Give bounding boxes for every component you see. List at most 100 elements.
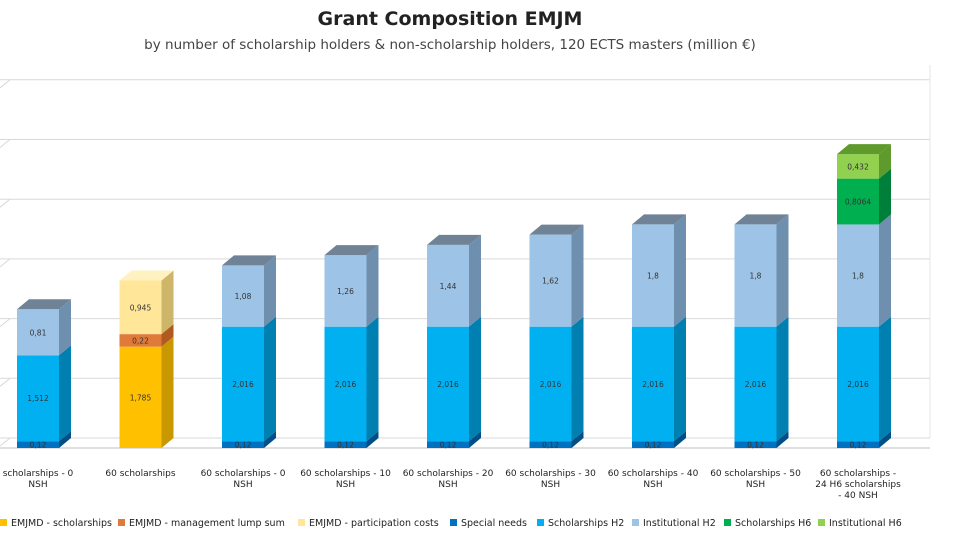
x-tick-label: NSH bbox=[746, 480, 765, 490]
x-tick-label: NSH bbox=[28, 480, 47, 490]
data-label: 0,432 bbox=[847, 162, 869, 171]
bar-segment-front bbox=[837, 224, 879, 327]
bar-segment-side bbox=[571, 431, 584, 448]
data-label: 2,016 bbox=[540, 380, 562, 389]
legend-entry: EMJMD - scholarships bbox=[11, 518, 112, 529]
bar-segment-side bbox=[469, 431, 481, 448]
bar-segment-side bbox=[366, 431, 379, 448]
bar-segment-front bbox=[837, 154, 879, 179]
bar-top-face bbox=[632, 214, 686, 225]
data-label: 1,512 bbox=[27, 394, 49, 403]
bar-segment-side bbox=[469, 316, 481, 442]
legend-entry: Special needs bbox=[461, 518, 527, 529]
bar-segment-side bbox=[264, 316, 276, 442]
bar-top-face bbox=[324, 245, 379, 256]
legend-swatch bbox=[450, 519, 457, 526]
bar-segment-side bbox=[879, 316, 891, 442]
bar-segment-side bbox=[59, 299, 71, 356]
bar-segment-front bbox=[324, 326, 367, 442]
bar-segment-side bbox=[879, 214, 891, 327]
bar-segment-front bbox=[837, 441, 879, 448]
bar-segment-side bbox=[674, 431, 686, 448]
gridline-depth bbox=[0, 318, 11, 327]
x-tick-label: 60 scholarships - 30 bbox=[505, 469, 596, 479]
chart-title: Grant Composition EMJM bbox=[317, 8, 583, 30]
bar-segment-front bbox=[427, 326, 469, 442]
legend-entry: Scholarships H6 bbox=[735, 518, 811, 529]
x-tick-label: NSH bbox=[438, 480, 457, 490]
data-label: 1,26 bbox=[337, 287, 354, 296]
x-tick-label: NSH bbox=[336, 480, 355, 490]
bar-segment-front bbox=[529, 326, 572, 442]
bar-segment-front bbox=[632, 441, 674, 448]
bar-segment-front bbox=[529, 441, 572, 448]
data-label: 0,12 bbox=[747, 441, 764, 450]
bar-segment-front bbox=[427, 244, 469, 327]
legend-swatch bbox=[724, 519, 731, 526]
bar-top-face bbox=[17, 299, 71, 310]
bar-segment-front bbox=[427, 441, 469, 448]
data-label: 0,945 bbox=[130, 303, 152, 312]
legend-swatch bbox=[537, 519, 544, 526]
data-label: 0,12 bbox=[440, 441, 457, 450]
x-tick-label: 60 scholarships - bbox=[820, 469, 896, 479]
bar-segment-side bbox=[366, 245, 379, 327]
bar-segment-side bbox=[776, 431, 789, 448]
bar-segment-side bbox=[366, 316, 379, 442]
bar-segment-side bbox=[879, 431, 891, 448]
x-tick-label: 60 scholarships bbox=[105, 469, 175, 479]
bar-segment-front bbox=[222, 441, 264, 448]
bar-segment-front bbox=[632, 326, 674, 442]
bar-segment-front bbox=[222, 265, 264, 327]
data-label: 2,016 bbox=[642, 380, 664, 389]
bar-segment-front bbox=[17, 355, 59, 442]
data-label: 1,08 bbox=[235, 292, 252, 301]
bar-segment-front bbox=[324, 255, 367, 327]
data-label: 0,12 bbox=[30, 441, 47, 450]
x-tick-label: 60 scholarships - 0 bbox=[201, 469, 286, 479]
bar-top-face bbox=[529, 224, 584, 235]
data-label: 1,785 bbox=[130, 393, 152, 402]
gridline-depth bbox=[0, 437, 11, 447]
data-label: 0,8064 bbox=[845, 198, 871, 207]
legend-entry: EMJMD - management lump sum bbox=[129, 518, 285, 529]
bar-segment-side bbox=[571, 316, 584, 442]
bar-top-face bbox=[222, 255, 276, 266]
bar-segment-side bbox=[776, 214, 789, 327]
gridline-depth bbox=[0, 139, 11, 148]
x-tick-label: NSH bbox=[643, 480, 662, 490]
x-tick-label: NSH bbox=[541, 480, 560, 490]
bar-segment-side bbox=[879, 168, 891, 225]
bar-segment-front bbox=[837, 326, 879, 442]
data-label: 0,81 bbox=[30, 328, 47, 337]
data-label: 2,016 bbox=[335, 380, 357, 389]
legend-entry: Scholarships H2 bbox=[548, 518, 624, 529]
legend-entry: Institutional H2 bbox=[643, 518, 716, 529]
data-label: 1,44 bbox=[440, 282, 457, 291]
legend-swatch bbox=[632, 519, 639, 526]
x-tick-label: scholarships - 0 bbox=[3, 469, 74, 479]
bar-segment-front bbox=[632, 224, 674, 327]
bar-segment-front bbox=[734, 441, 777, 448]
legend-swatch bbox=[818, 519, 825, 526]
data-label: 2,016 bbox=[847, 380, 869, 389]
bar-segment-front bbox=[734, 326, 777, 442]
legend-swatch bbox=[298, 519, 305, 526]
bar-segment-side bbox=[674, 316, 686, 442]
data-label: 0,12 bbox=[235, 441, 252, 450]
legend-swatch bbox=[118, 519, 125, 526]
legend-swatch bbox=[0, 519, 7, 526]
gridline-depth bbox=[0, 79, 11, 89]
bar-segment-front bbox=[119, 280, 162, 335]
data-label: 0,12 bbox=[542, 441, 559, 450]
x-tick-label: NSH bbox=[233, 480, 252, 490]
data-label: 2,016 bbox=[232, 380, 254, 389]
data-label: 1,62 bbox=[542, 277, 559, 286]
bar-top-face bbox=[734, 214, 789, 225]
data-label: 1,8 bbox=[852, 272, 864, 281]
data-label: 0,12 bbox=[645, 441, 662, 450]
bar-segment-side bbox=[469, 234, 481, 327]
gridline-depth bbox=[0, 258, 11, 268]
gridline-depth bbox=[0, 377, 11, 387]
bar-segment-side bbox=[161, 270, 174, 335]
